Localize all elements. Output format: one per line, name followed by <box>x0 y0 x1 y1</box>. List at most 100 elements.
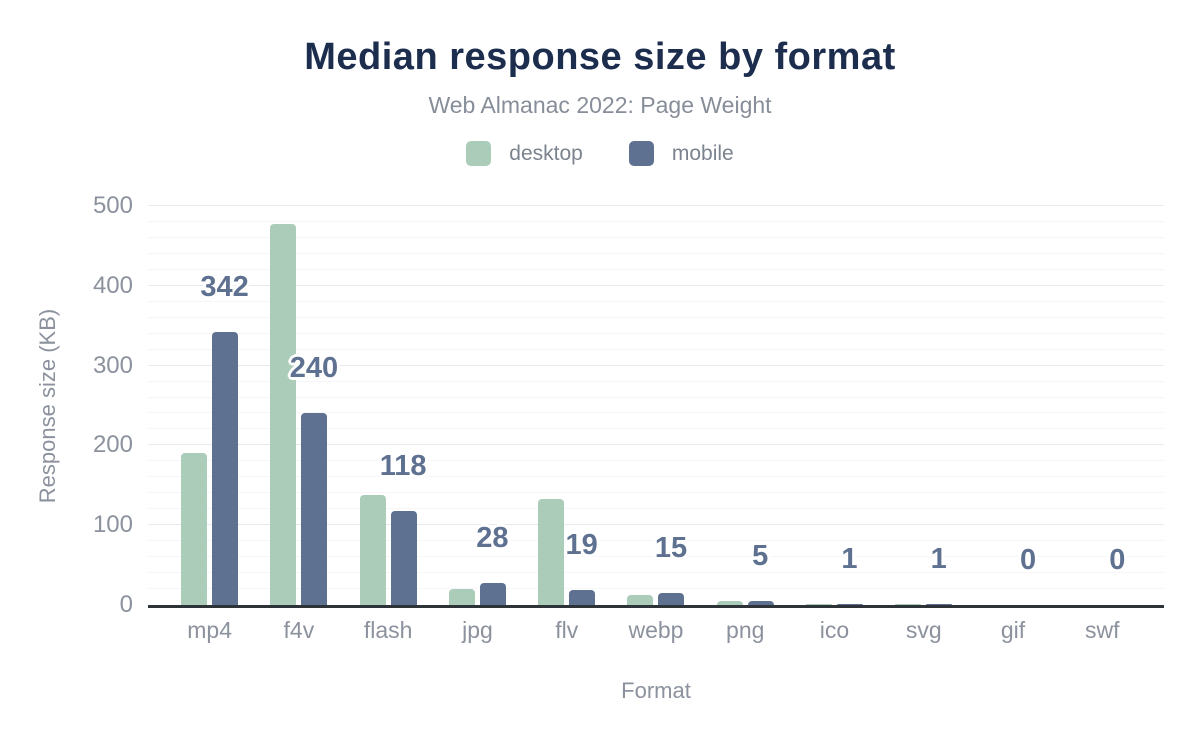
data-label-png: 5 <box>752 540 769 573</box>
category-group-flv: 19 <box>522 206 611 605</box>
legend-swatch-mobile <box>628 141 654 166</box>
gridline-minor-420 <box>148 268 1164 270</box>
bar-mobile-flv[interactable] <box>569 589 596 605</box>
gridline-minor-240 <box>148 412 1164 414</box>
bar-mobile-webp[interactable] <box>658 593 685 605</box>
legend-item-desktop[interactable]: desktop <box>466 141 583 166</box>
gridline-major-100 <box>148 524 1164 526</box>
x-tick-swf: swf <box>1085 617 1120 643</box>
bar-desktop-ico[interactable] <box>805 604 832 605</box>
gridline-minor-120 <box>148 508 1164 510</box>
bar-mobile-png[interactable] <box>747 601 774 605</box>
bar-mobile-jpg[interactable] <box>479 582 506 605</box>
x-tick-flv: flv <box>555 617 579 643</box>
bar-desktop-webp[interactable] <box>627 595 654 605</box>
gridline-major-200 <box>148 444 1164 446</box>
category-group-flash: 118 <box>344 206 433 605</box>
bar-desktop-f4v[interactable] <box>270 223 297 605</box>
x-tick-jpg: jpg <box>462 617 493 643</box>
bar-mobile-svg[interactable] <box>926 604 953 605</box>
gridline-minor-480 <box>148 220 1164 222</box>
bar-pair-mp4 <box>165 332 254 605</box>
gridline-minor-360 <box>148 316 1164 318</box>
category-group-svg: 1 <box>879 206 968 605</box>
category-group-png: 5 <box>701 206 790 605</box>
data-label-f4v: 240 <box>289 352 339 385</box>
category-group-swf: 0 <box>1058 206 1147 605</box>
bar-desktop-flash[interactable] <box>359 494 386 605</box>
x-tick-ico: ico <box>819 617 850 643</box>
gridline-minor-320 <box>148 348 1164 350</box>
data-label-ico: 1 <box>841 543 858 576</box>
bar-pair-f4v <box>254 223 343 605</box>
bar-pair-jpg <box>433 582 522 605</box>
bar-pair-png <box>701 601 790 605</box>
category-group-webp: 15 <box>611 206 700 605</box>
data-label-gif: 0 <box>1019 544 1037 576</box>
y-tick-100: 100 <box>92 511 133 539</box>
gridline-major-400 <box>148 284 1164 286</box>
x-tick-flash: flash <box>363 617 413 643</box>
bar-pair-flv <box>522 498 611 605</box>
gridline-minor-340 <box>148 332 1164 334</box>
x-tick-gif: gif <box>1000 617 1026 643</box>
gridline-minor-140 <box>148 492 1164 494</box>
data-label-swf: 0 <box>1109 544 1126 576</box>
data-label-webp: 15 <box>654 532 688 565</box>
x-axis-title: Format <box>621 678 691 703</box>
gridline-minor-280 <box>148 380 1164 382</box>
y-tick-300: 300 <box>92 351 133 379</box>
gridline-minor-440 <box>148 252 1164 254</box>
chart-subtitle: Web Almanac 2022: Page Weight <box>428 92 772 118</box>
y-tick-500: 500 <box>92 192 133 219</box>
gridline-minor-20 <box>148 588 1164 590</box>
x-tick-webp: webp <box>628 617 684 643</box>
x-tick-f4v: f4v <box>283 617 315 643</box>
bar-mobile-ico[interactable] <box>836 604 863 605</box>
category-group-jpg: 28 <box>433 206 522 605</box>
legend: desktop mobile <box>0 141 1200 166</box>
gridline-minor-220 <box>148 428 1164 430</box>
bar-desktop-jpg[interactable] <box>448 589 475 605</box>
gridline-minor-180 <box>148 460 1164 462</box>
bar-desktop-svg[interactable] <box>895 604 922 605</box>
y-tick-200: 200 <box>92 431 133 459</box>
gridline-minor-60 <box>148 556 1164 558</box>
bar-pair-ico <box>790 604 879 605</box>
bar-pair-svg <box>879 604 968 605</box>
data-label-flv: 19 <box>565 528 598 561</box>
data-label-mp4: 342 <box>200 271 249 304</box>
x-tick-mp4: mp4 <box>187 617 232 643</box>
legend-swatch-desktop <box>466 141 492 166</box>
data-label-jpg: 28 <box>476 521 509 554</box>
category-group-gif: 0 <box>968 206 1057 605</box>
gridline-minor-160 <box>148 476 1164 478</box>
bar-pair-flash <box>344 494 433 605</box>
bar-desktop-png[interactable] <box>716 601 743 605</box>
legend-label: mobile <box>671 141 734 165</box>
bar-desktop-flv[interactable] <box>538 498 565 605</box>
gridline-minor-380 <box>148 300 1164 302</box>
bars-container: 342 240 118 28 19 15 5 1 1 0 0 <box>148 206 1164 605</box>
y-tick-0: 0 <box>119 591 133 618</box>
gridline-minor-460 <box>148 236 1164 238</box>
x-axis-tick-labels: mp4 f4v flash jpg flv webp png ico svg gif swf <box>148 617 1164 644</box>
gridline-minor-80 <box>148 540 1164 542</box>
legend-label: desktop <box>509 141 583 165</box>
x-tick-svg: svg <box>905 617 942 643</box>
gridline-major-300 <box>148 364 1164 366</box>
category-group-ico: 1 <box>790 206 879 605</box>
bar-mobile-flash[interactable] <box>390 510 417 605</box>
y-tick-400: 400 <box>92 271 133 299</box>
gridline-minor-260 <box>148 396 1164 398</box>
bar-desktop-mp4[interactable] <box>181 453 208 605</box>
category-group-mp4: 342 <box>165 206 254 605</box>
gridline-major-500 <box>148 205 1164 206</box>
data-label-svg: 1 <box>930 543 947 576</box>
bar-mobile-f4v[interactable] <box>301 413 328 605</box>
plot-area: 342 240 118 28 19 15 5 1 1 0 0 <box>148 205 1164 608</box>
chart-title: Median response size by format <box>304 36 896 78</box>
bar-mobile-mp4[interactable] <box>212 332 239 605</box>
legend-item-mobile[interactable]: mobile <box>628 141 734 166</box>
